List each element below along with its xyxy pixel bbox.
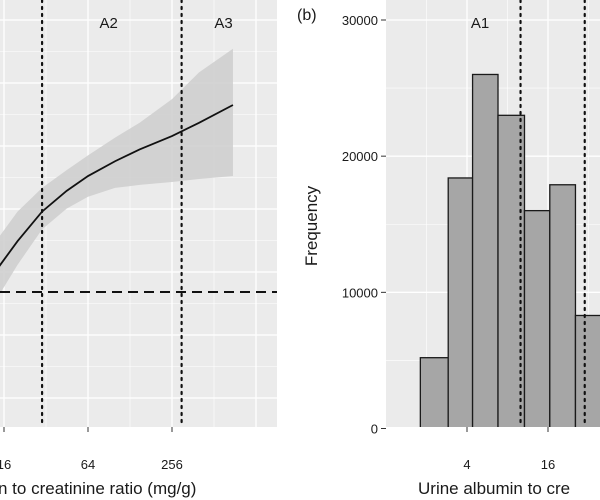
confidence-band xyxy=(0,48,233,294)
region-label: A2 xyxy=(99,15,117,32)
x-tick-label: 16 xyxy=(0,457,11,472)
panel-b-region-labels: A1 xyxy=(471,15,489,32)
region-label: A3 xyxy=(214,15,232,32)
panel-b-plot: A1 0 10000 20000 30000 4 16 (b) Frequency Ur… xyxy=(297,0,600,498)
region-label: A1 xyxy=(471,15,489,32)
histogram-bar xyxy=(574,314,600,427)
fit-line xyxy=(0,104,234,267)
histogram-bar xyxy=(419,357,449,427)
y-tick-label: 10000 xyxy=(342,285,378,300)
y-tick-label: 0 xyxy=(371,422,378,437)
panel-b-y-axis: 0 10000 20000 30000 xyxy=(342,13,386,437)
x-tick-label: 64 xyxy=(81,457,95,472)
panel-a-x-axis-title: n to creatinine ratio (mg/g) xyxy=(0,479,196,498)
y-tick-label: 30000 xyxy=(342,13,378,28)
histogram-bar xyxy=(523,209,551,427)
histogram-bar xyxy=(471,73,499,427)
panel-b-x-axis: 4 16 xyxy=(463,427,555,472)
panel-b-reference-lines xyxy=(519,0,586,427)
x-tick-label: 16 xyxy=(541,457,555,472)
panel-a-fit-line xyxy=(0,104,234,267)
panel-b-y-axis-title: Frequency xyxy=(302,185,321,266)
histogram-bar xyxy=(549,184,577,427)
x-tick-label: 256 xyxy=(161,457,183,472)
panel-a-reference-lines xyxy=(0,0,277,427)
histogram-bar xyxy=(447,177,474,427)
panel-b-x-axis-title: Urine albumin to cre xyxy=(418,479,570,498)
panel-a-confidence-band xyxy=(0,48,233,294)
y-tick-label: 20000 xyxy=(342,149,378,164)
panel-b-label: (b) xyxy=(297,7,317,24)
panel-a-plot: A2 A3 16 64 256 n to creatinine ratio (mg/g… xyxy=(0,0,277,498)
x-tick-label: 4 xyxy=(463,457,470,472)
panel-a-region-labels: A2 A3 xyxy=(99,15,232,32)
panel-a-x-axis: 16 64 256 xyxy=(0,427,183,472)
